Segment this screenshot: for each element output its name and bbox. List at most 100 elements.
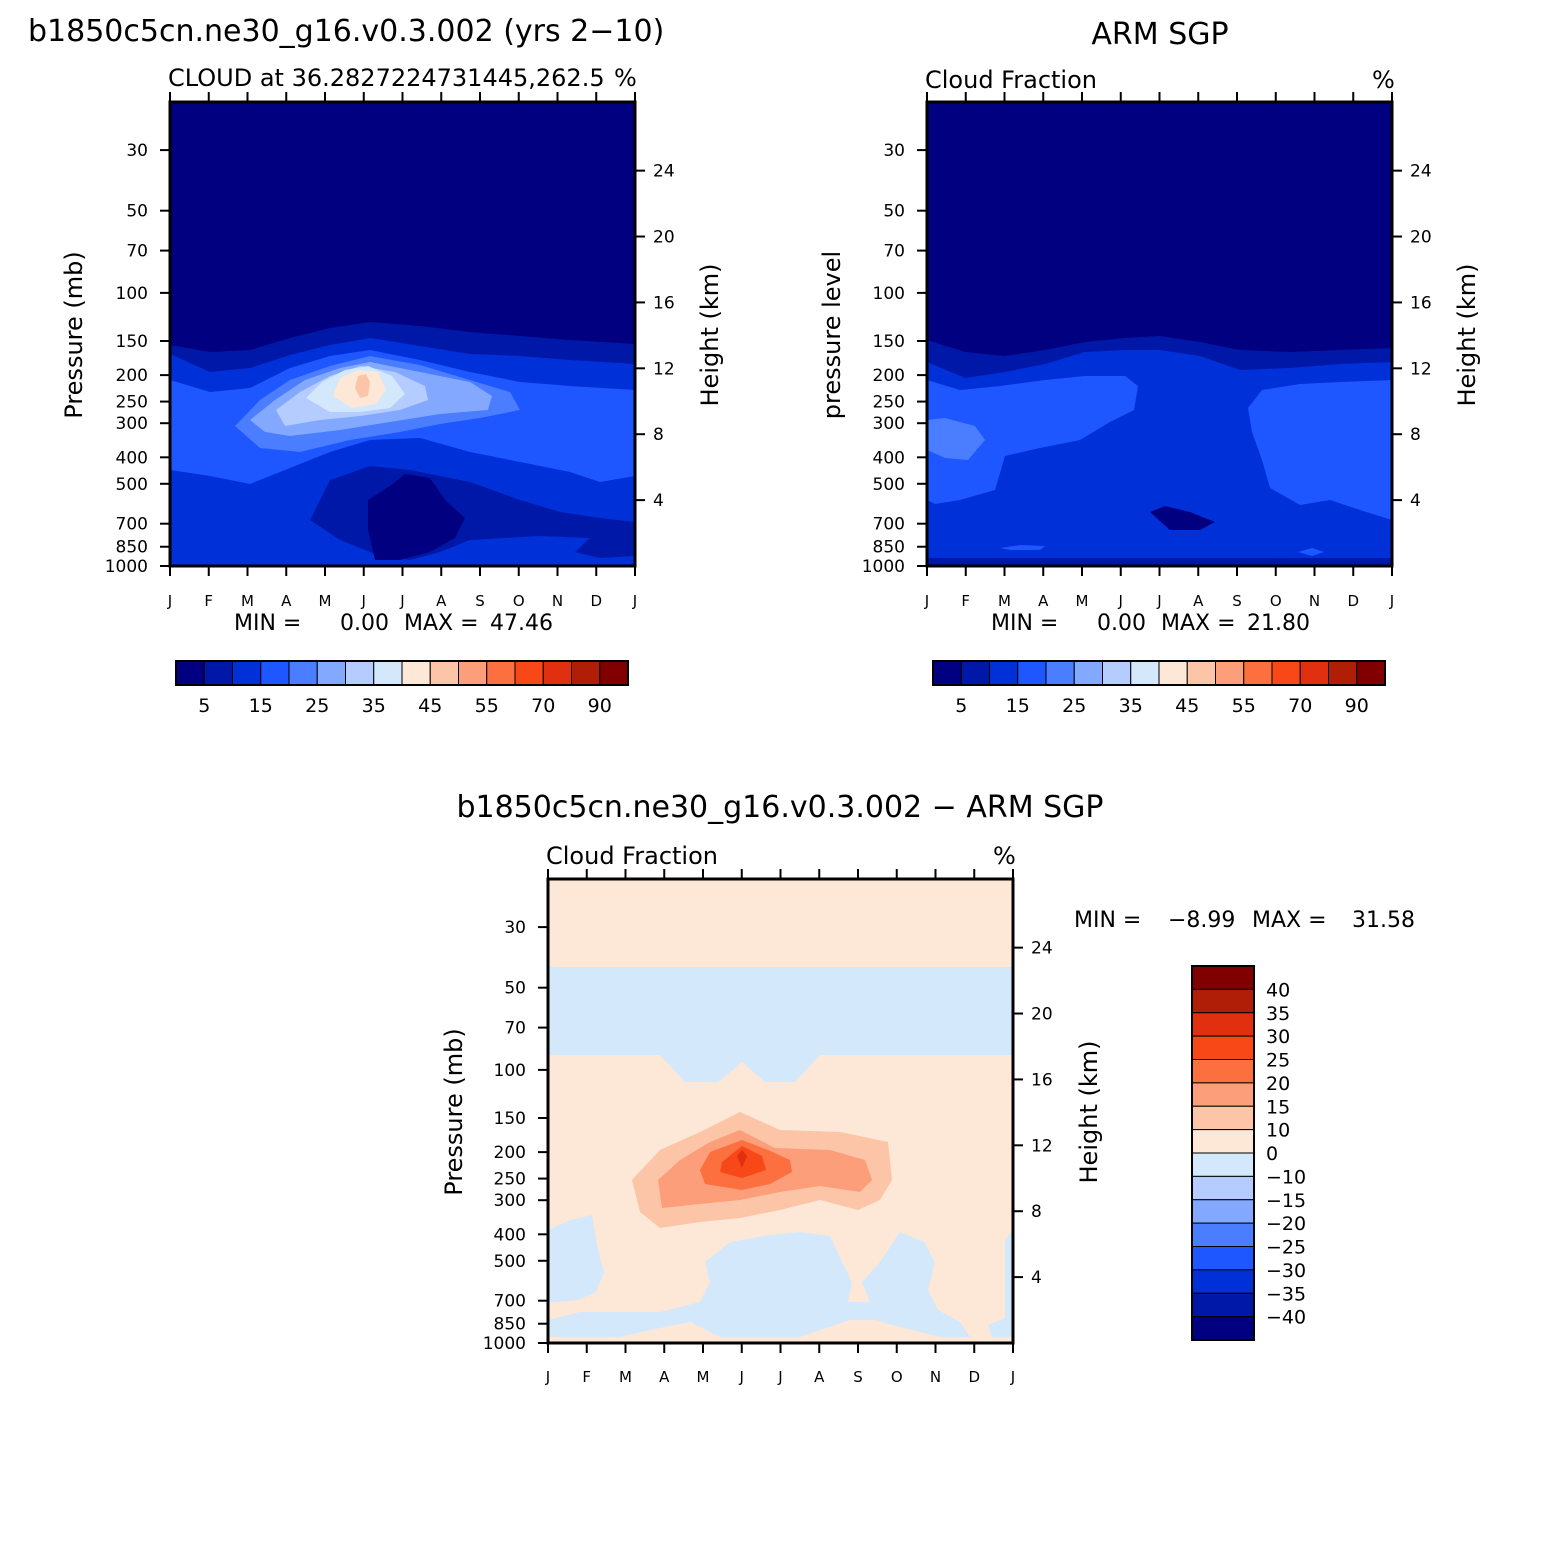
y-tick-label: 70 bbox=[126, 242, 148, 262]
contour-band-0-5-lower bbox=[368, 474, 465, 560]
panel-obs: ARM SGP Cloud Fraction % J F M A M J J A S O N D J 30… bbox=[818, 17, 1481, 717]
y2-tick-label: 20 bbox=[653, 228, 675, 248]
y-tick-label: 250 bbox=[494, 1170, 526, 1190]
contour-band-15-20-near-surface-left bbox=[1000, 545, 1045, 550]
x-tick-label: J bbox=[632, 592, 637, 610]
colorbar-swatch bbox=[1356, 660, 1386, 686]
panel-obs-min-value: 0.00 bbox=[1097, 611, 1146, 636]
colorbar-label: 70 bbox=[1288, 695, 1312, 717]
y2-tick-label: 12 bbox=[653, 359, 675, 379]
x-tick-label: J bbox=[1156, 592, 1161, 610]
colorbar-swatch bbox=[1191, 1152, 1255, 1177]
colorbar-label: 90 bbox=[1345, 695, 1369, 717]
colorbar-swatch bbox=[1158, 660, 1188, 686]
panel-diff-title: b1850c5cn.ne30_g16.v0.3.002 − ARM SGP bbox=[456, 790, 1103, 825]
colorbar-label: 35 bbox=[1119, 695, 1143, 717]
colorbar-swatch bbox=[542, 660, 572, 686]
colorbar-label: −35 bbox=[1266, 1283, 1306, 1305]
x-tick-label: S bbox=[853, 1368, 863, 1386]
colorbar-label: 35 bbox=[1266, 1003, 1290, 1025]
y-tick-label: 50 bbox=[883, 202, 905, 222]
y-tick-label: 150 bbox=[873, 332, 905, 352]
y2-tick-label: 20 bbox=[1031, 1005, 1053, 1025]
x-tick-label: A bbox=[1193, 592, 1204, 610]
panel-obs-contours bbox=[927, 102, 1392, 566]
x-tick-label: J bbox=[545, 1368, 550, 1386]
panel-obs-subtitle: Cloud Fraction bbox=[925, 66, 1097, 94]
colorbar-swatch bbox=[1191, 1105, 1255, 1131]
y-tick-label: 850 bbox=[116, 538, 148, 558]
y-tick-label: 300 bbox=[873, 414, 905, 434]
contour-band-15-20-right bbox=[1248, 380, 1392, 520]
contour-band-15-20-near-surface bbox=[1298, 548, 1324, 556]
y-tick-label: 30 bbox=[504, 918, 526, 938]
contour-band-15-20-left bbox=[927, 376, 1138, 504]
y2-tick-label: 24 bbox=[1410, 162, 1432, 182]
y-tick-label: 200 bbox=[116, 366, 148, 386]
x-tick-label: J bbox=[739, 1368, 744, 1386]
colorbar-swatch bbox=[1191, 1175, 1255, 1201]
x-tick-label: A bbox=[281, 592, 292, 610]
x-tick-label: J bbox=[1010, 1368, 1015, 1386]
x-tick-label: S bbox=[1232, 592, 1242, 610]
x-tick-label: D bbox=[968, 1368, 980, 1386]
colorbar-swatch bbox=[1191, 1269, 1255, 1294]
y2-tick-label: 8 bbox=[653, 425, 664, 445]
x-tick-label: N bbox=[1309, 592, 1320, 610]
contour-band-20-25 bbox=[927, 418, 985, 460]
y-tick-label: 150 bbox=[494, 1109, 526, 1129]
colorbar-label: 5 bbox=[955, 695, 967, 717]
colorbar-frame bbox=[175, 660, 629, 686]
colorbar-swatch bbox=[1191, 1035, 1255, 1060]
colorbar-swatch bbox=[175, 660, 205, 686]
colorbar-swatch bbox=[401, 660, 431, 686]
x-tick-label: O bbox=[891, 1368, 903, 1386]
colorbar-label: 15 bbox=[1006, 695, 1030, 717]
y-tick-label: 70 bbox=[883, 242, 905, 262]
x-tick-label: A bbox=[814, 1368, 825, 1386]
colorbar-swatch bbox=[458, 660, 488, 686]
colorbar-swatch bbox=[203, 660, 233, 686]
colorbar-swatch bbox=[1017, 660, 1047, 686]
colorbar-swatch bbox=[1328, 660, 1358, 686]
colorbar-swatch bbox=[932, 660, 962, 686]
x-tick-label: M bbox=[1076, 592, 1089, 610]
colorbar-swatch bbox=[514, 660, 544, 686]
colorbar-swatch bbox=[1186, 660, 1216, 686]
y-tick-label: 300 bbox=[116, 414, 148, 434]
colorbar-swatch bbox=[989, 660, 1019, 686]
y-tick-label: 100 bbox=[873, 284, 905, 304]
colorbar-swatch bbox=[1271, 660, 1301, 686]
y2-tick-label: 12 bbox=[1410, 359, 1432, 379]
x-tick-label: J bbox=[399, 592, 404, 610]
x-tick-label: O bbox=[513, 592, 525, 610]
colorbar-swatch bbox=[1130, 660, 1160, 686]
colorbar-swatch bbox=[1191, 1129, 1255, 1154]
y2-tick-label: 4 bbox=[1031, 1268, 1042, 1288]
y-tick-label: 200 bbox=[873, 366, 905, 386]
panel-diff-contours bbox=[548, 879, 1013, 1343]
panel-model-max-label: MAX = bbox=[404, 611, 479, 636]
colorbar-label: 10 bbox=[1266, 1120, 1290, 1142]
colorbar-label: 90 bbox=[588, 695, 612, 717]
x-tick-label: M bbox=[998, 592, 1011, 610]
x-tick-label: J bbox=[1389, 592, 1394, 610]
colorbar-label: 15 bbox=[249, 695, 273, 717]
colorbar-label: 20 bbox=[1266, 1073, 1290, 1095]
colorbar-swatch bbox=[1191, 965, 1255, 990]
colorbar-label: −20 bbox=[1266, 1213, 1306, 1235]
x-tick-label: J bbox=[1118, 592, 1123, 610]
colorbar-label: −40 bbox=[1266, 1307, 1306, 1329]
panel-model-units: % bbox=[614, 64, 637, 92]
panel-obs-units: % bbox=[1372, 66, 1395, 94]
colorbar-swatch bbox=[345, 660, 375, 686]
colorbar-swatch bbox=[429, 660, 459, 686]
x-tick-label: N bbox=[552, 592, 563, 610]
panel-model-colorbar: 5 15 25 35 45 55 70 90 bbox=[175, 660, 629, 717]
colorbar-swatch bbox=[1102, 660, 1132, 686]
y-tick-label: 850 bbox=[494, 1315, 526, 1335]
y-tick-label: 70 bbox=[504, 1019, 526, 1039]
colorbar-swatch bbox=[260, 660, 290, 686]
colorbar-swatch bbox=[288, 660, 318, 686]
colorbar-label: −10 bbox=[1266, 1166, 1306, 1188]
